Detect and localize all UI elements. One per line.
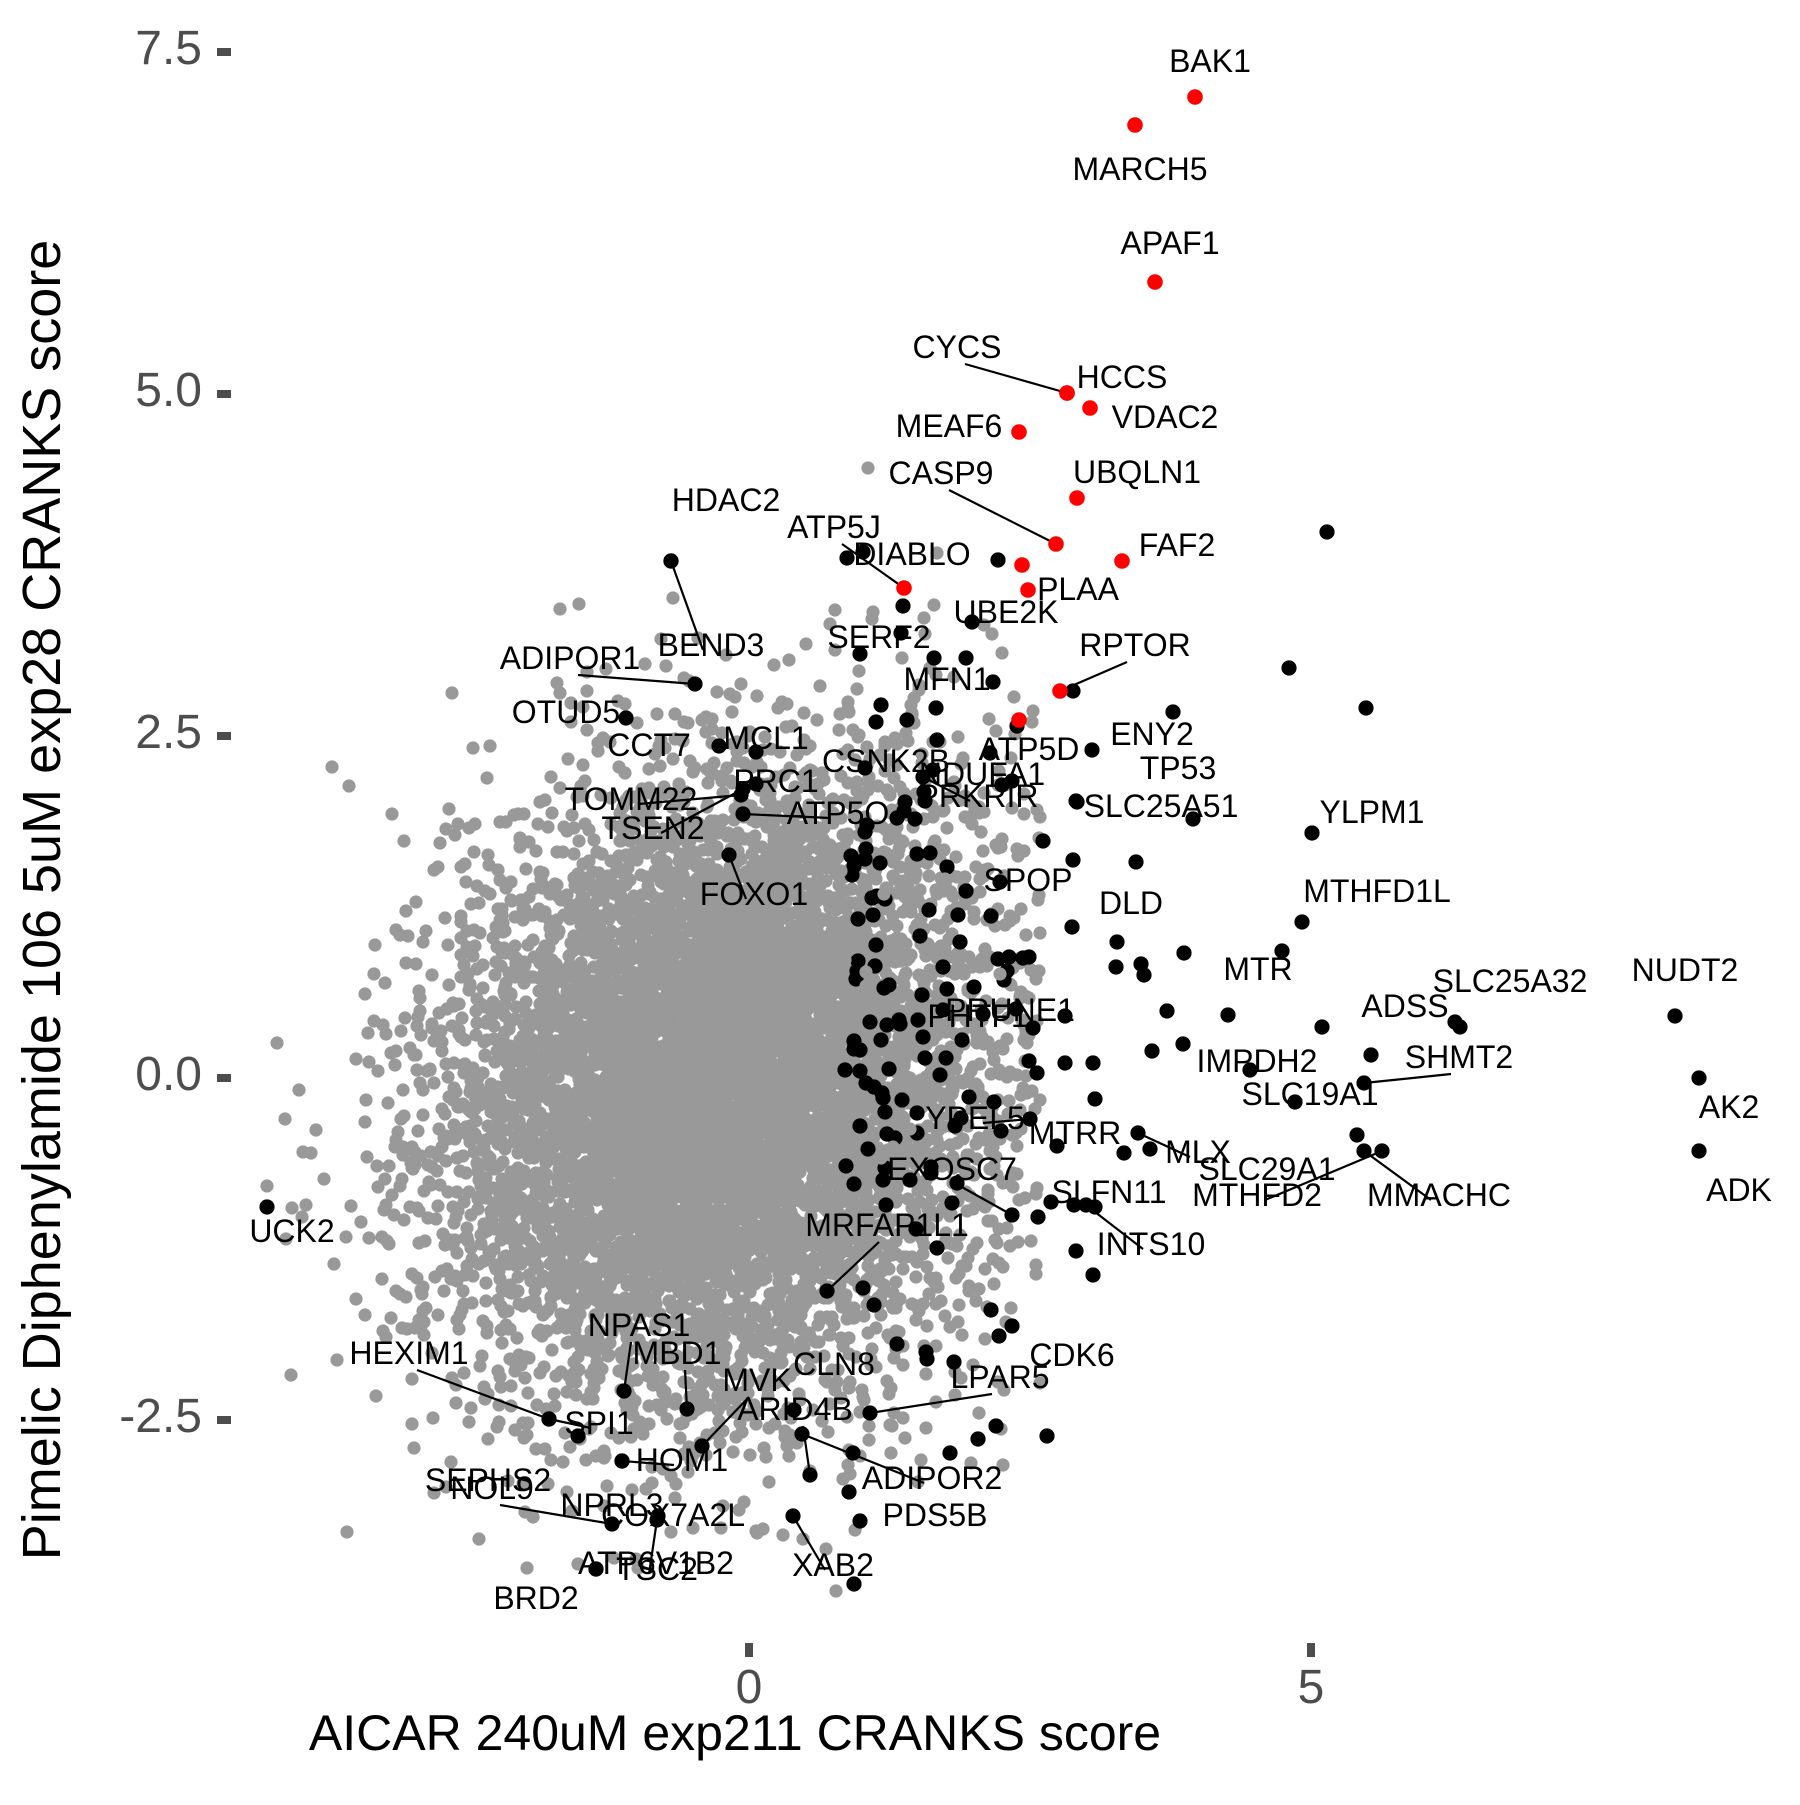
- svg-text:YLPM1: YLPM1: [1320, 794, 1425, 830]
- svg-text:SPOP: SPOP: [984, 862, 1073, 898]
- svg-text:HOM1: HOM1: [636, 1442, 728, 1478]
- svg-text:MTHFD1L: MTHFD1L: [1303, 873, 1451, 909]
- svg-text:ATP5J: ATP5J: [787, 509, 881, 545]
- svg-text:5: 5: [1298, 1661, 1325, 1714]
- svg-text:CLN8: CLN8: [793, 1346, 875, 1382]
- svg-text:ADSS: ADSS: [1361, 988, 1448, 1024]
- svg-text:XAB2: XAB2: [792, 1547, 874, 1583]
- svg-text:MRFAP1L1: MRFAP1L1: [805, 1207, 969, 1243]
- svg-text:UBQLN1: UBQLN1: [1073, 454, 1201, 490]
- svg-text:ADIPOR2: ADIPOR2: [862, 1460, 1002, 1496]
- svg-text:COX7A2L: COX7A2L: [601, 1497, 745, 1533]
- svg-text:0.0: 0.0: [135, 1048, 202, 1101]
- svg-text:TSEN2: TSEN2: [601, 810, 704, 846]
- svg-text:NPAS1: NPAS1: [588, 1307, 691, 1343]
- svg-text:RPTOR: RPTOR: [1079, 627, 1190, 663]
- svg-text:7.5: 7.5: [135, 22, 202, 75]
- svg-text:PDS5B: PDS5B: [883, 1497, 988, 1533]
- svg-text:EXOSC7: EXOSC7: [887, 1151, 1017, 1187]
- svg-text:CYCS: CYCS: [913, 329, 1002, 365]
- svg-text:VDAC2: VDAC2: [1112, 399, 1219, 435]
- svg-text:PHTF1: PHTF1: [927, 998, 1028, 1034]
- svg-text:BRD2: BRD2: [493, 1580, 578, 1616]
- svg-text:TSC2: TSC2: [616, 1551, 698, 1587]
- svg-text:IMPDH2: IMPDH2: [1197, 1043, 1318, 1079]
- svg-text:ADIPOR1: ADIPOR1: [500, 640, 640, 676]
- svg-text:ENY2: ENY2: [1110, 716, 1194, 752]
- svg-text:MEAF6: MEAF6: [896, 408, 1003, 444]
- svg-text:SLC19A1: SLC19A1: [1242, 1076, 1379, 1112]
- svg-text:MARCH5: MARCH5: [1072, 151, 1207, 187]
- svg-text:YPEL5: YPEL5: [925, 1100, 1025, 1136]
- svg-text:MTRR: MTRR: [1029, 1115, 1121, 1151]
- svg-text:INTS10: INTS10: [1097, 1226, 1205, 1262]
- svg-text:2.5: 2.5: [135, 706, 202, 759]
- svg-text:MLX: MLX: [1165, 1134, 1231, 1170]
- svg-text:SLFN11: SLFN11: [1051, 1174, 1166, 1210]
- svg-text:LPAR5: LPAR5: [950, 1359, 1049, 1395]
- svg-text:ADK: ADK: [1706, 1172, 1772, 1208]
- svg-text:APAF1: APAF1: [1121, 225, 1220, 261]
- svg-text:PRKRIR: PRKRIR: [918, 778, 1039, 814]
- svg-text:ATP5O: ATP5O: [787, 795, 890, 831]
- svg-text:BEND3: BEND3: [658, 627, 765, 663]
- svg-text:OTUD5: OTUD5: [512, 694, 620, 730]
- svg-text:TP53: TP53: [1140, 750, 1216, 786]
- svg-text:MMACHC: MMACHC: [1367, 1177, 1511, 1213]
- svg-text:SERF2: SERF2: [827, 619, 930, 655]
- svg-text:PRC1: PRC1: [733, 763, 818, 799]
- svg-text:MFN1: MFN1: [903, 661, 990, 697]
- svg-text:HDAC2: HDAC2: [672, 482, 780, 518]
- svg-text:MTR: MTR: [1223, 951, 1292, 987]
- svg-text:FAF2: FAF2: [1139, 527, 1215, 563]
- svg-text:NOL9: NOL9: [450, 1470, 534, 1506]
- svg-text:AK2: AK2: [1699, 1089, 1759, 1125]
- svg-text:SHMT2: SHMT2: [1405, 1039, 1513, 1075]
- svg-text:SLC25A32: SLC25A32: [1433, 963, 1588, 999]
- svg-text:NUDT2: NUDT2: [1632, 952, 1739, 988]
- svg-text:UCK2: UCK2: [249, 1213, 334, 1249]
- svg-text:CASP9: CASP9: [889, 455, 994, 491]
- svg-text:UBE2K: UBE2K: [954, 594, 1059, 630]
- svg-text:-2.5: -2.5: [119, 1390, 202, 1443]
- svg-text:CCT7: CCT7: [607, 727, 691, 763]
- svg-text:5.0: 5.0: [135, 364, 202, 417]
- svg-text:AICAR 240uM exp211 CRANKS scor: AICAR 240uM exp211 CRANKS score: [309, 1705, 1161, 1761]
- svg-text:MVK: MVK: [722, 1362, 791, 1398]
- svg-text:BAK1: BAK1: [1169, 43, 1251, 79]
- svg-text:SPI1: SPI1: [564, 1405, 633, 1441]
- svg-text:Pimelic Diphenylamide 106 5uM: Pimelic Diphenylamide 106 5uM exp28 CRAN…: [12, 240, 72, 1561]
- svg-text:SLC25A51: SLC25A51: [1084, 788, 1239, 824]
- svg-text:HEXIM1: HEXIM1: [349, 1335, 468, 1371]
- svg-text:HCCS: HCCS: [1077, 359, 1168, 395]
- svg-text:DLD: DLD: [1099, 885, 1163, 921]
- svg-text:MCL1: MCL1: [723, 720, 808, 756]
- svg-text:FOXO1: FOXO1: [700, 876, 808, 912]
